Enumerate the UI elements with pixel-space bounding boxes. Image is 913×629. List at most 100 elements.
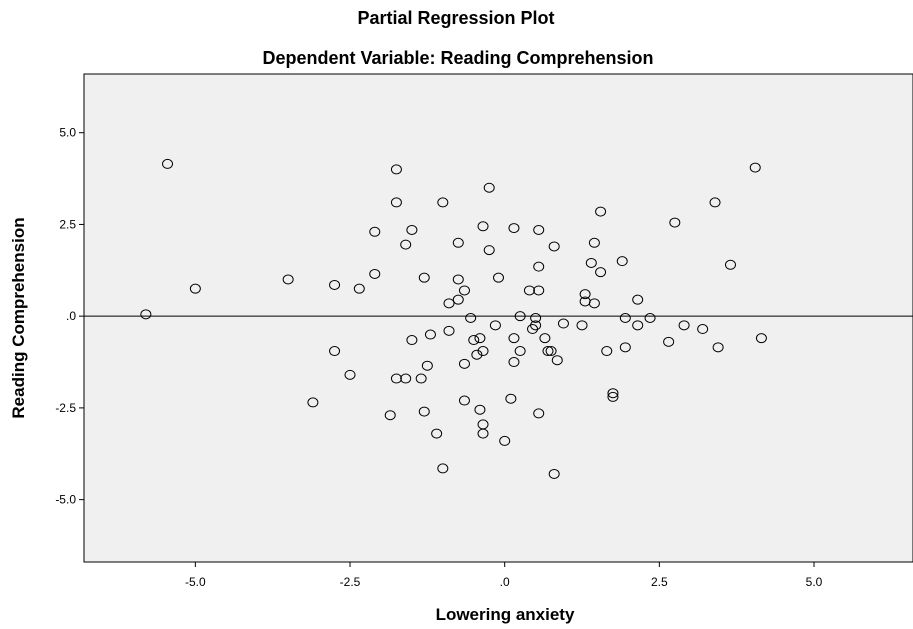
scatter-point <box>588 298 600 309</box>
scatter-point <box>508 357 520 368</box>
scatter-point <box>465 313 477 323</box>
x-axis-label: Lowering anxiety <box>436 605 575 624</box>
scatter-point <box>452 274 464 285</box>
scatter-point <box>400 373 412 384</box>
scatter-point <box>483 245 495 256</box>
x-tick-label: 5.0 <box>806 575 823 589</box>
scatter-point <box>557 318 569 329</box>
scatter-point <box>607 391 619 402</box>
chart-subtitle: Dependent Variable: Reading Comprehensio… <box>262 48 653 68</box>
scatter-point <box>140 309 152 320</box>
scatter-point <box>619 313 631 323</box>
scatter-point <box>471 349 483 360</box>
scatter-point <box>755 333 767 344</box>
scatter-point <box>539 333 551 344</box>
scatter-point <box>632 294 644 305</box>
scatter-point <box>477 428 489 439</box>
scatter-point <box>418 406 430 417</box>
scatter-point <box>437 197 449 208</box>
scatter-point <box>406 335 418 346</box>
x-tick-label: .0 <box>500 575 510 589</box>
scatter-point <box>533 285 545 296</box>
scatter-point <box>400 239 412 250</box>
scatter-point <box>390 197 402 208</box>
scatter-point <box>415 373 427 384</box>
y-tick-label: .0 <box>66 309 76 323</box>
y-tick-label: 5.0 <box>59 126 76 140</box>
scatter-point <box>499 435 511 446</box>
scatter-point <box>678 320 690 331</box>
scatter-point <box>452 294 464 305</box>
scatter-point <box>477 346 489 357</box>
plot-area <box>83 73 913 563</box>
scatter-point <box>595 206 607 217</box>
scatter-point <box>697 324 709 335</box>
scatter-point <box>424 329 436 340</box>
scatter-point <box>458 395 470 406</box>
scatter-point <box>632 320 644 331</box>
y-tick-label: -2.5 <box>55 401 76 415</box>
scatter-point <box>353 283 365 294</box>
scatter-point <box>384 410 396 421</box>
scatter-point <box>585 257 597 268</box>
y-tick-label: -5.0 <box>55 493 76 507</box>
scatter-point <box>669 217 681 228</box>
scatter-point <box>533 408 545 419</box>
scatter-point <box>601 346 613 357</box>
scatter-point <box>437 463 449 474</box>
scatter-point <box>595 267 607 278</box>
scatter-point <box>514 346 526 357</box>
chart-title: Partial Regression Plot <box>357 8 554 28</box>
scatter-point <box>344 369 356 380</box>
scatter-point <box>548 468 560 479</box>
scatter-point <box>533 261 545 272</box>
scatter-point <box>406 224 418 235</box>
scatter-point <box>548 241 560 252</box>
scatter-point <box>189 283 201 294</box>
scatter-point <box>619 342 631 353</box>
scatter-point <box>533 224 545 235</box>
scatter-point <box>369 226 381 237</box>
scatter-point <box>576 320 588 331</box>
scatter-point <box>663 336 675 347</box>
scatter-point <box>329 346 341 357</box>
scatter-point <box>530 313 542 323</box>
scatter-point <box>307 397 319 408</box>
scatter-point <box>421 360 433 371</box>
scatter-point <box>508 333 520 344</box>
scatter-point <box>431 428 443 439</box>
scatter-point <box>523 285 535 296</box>
scatter-point <box>282 274 294 285</box>
scatter-point <box>474 333 486 344</box>
y-tick-label: 2.5 <box>59 217 76 231</box>
y-axis-label: Reading Comprehension <box>9 217 28 418</box>
scatter-point <box>749 162 761 173</box>
scatter-point <box>551 355 563 366</box>
scatter-point <box>542 346 554 357</box>
x-tick-label: -2.5 <box>340 575 361 589</box>
scatter-point <box>588 237 600 248</box>
scatter-point <box>493 272 504 283</box>
x-axis: -5.0 -2.5 .0 2.5 5.0 <box>185 562 823 589</box>
scatter-point <box>390 373 402 384</box>
scatter-point <box>514 311 526 322</box>
data-points <box>140 158 767 479</box>
scatter-point <box>443 325 455 336</box>
scatter-point <box>443 298 455 309</box>
scatter-point <box>505 393 517 404</box>
scatter-point <box>329 279 341 290</box>
x-tick-label: -5.0 <box>185 575 206 589</box>
scatter-point <box>616 256 628 267</box>
scatter-point <box>452 237 464 248</box>
scatter-point <box>644 313 656 323</box>
scatter-point <box>458 358 470 369</box>
scatter-point <box>709 197 721 208</box>
scatter-point <box>418 272 430 283</box>
scatter-point <box>474 404 486 415</box>
scatter-point <box>489 320 501 331</box>
scatter-point <box>458 285 470 296</box>
scatter-point <box>545 346 557 357</box>
x-tick-label: 2.5 <box>651 575 668 589</box>
scatter-point <box>508 223 520 234</box>
scatter-point <box>724 259 736 270</box>
